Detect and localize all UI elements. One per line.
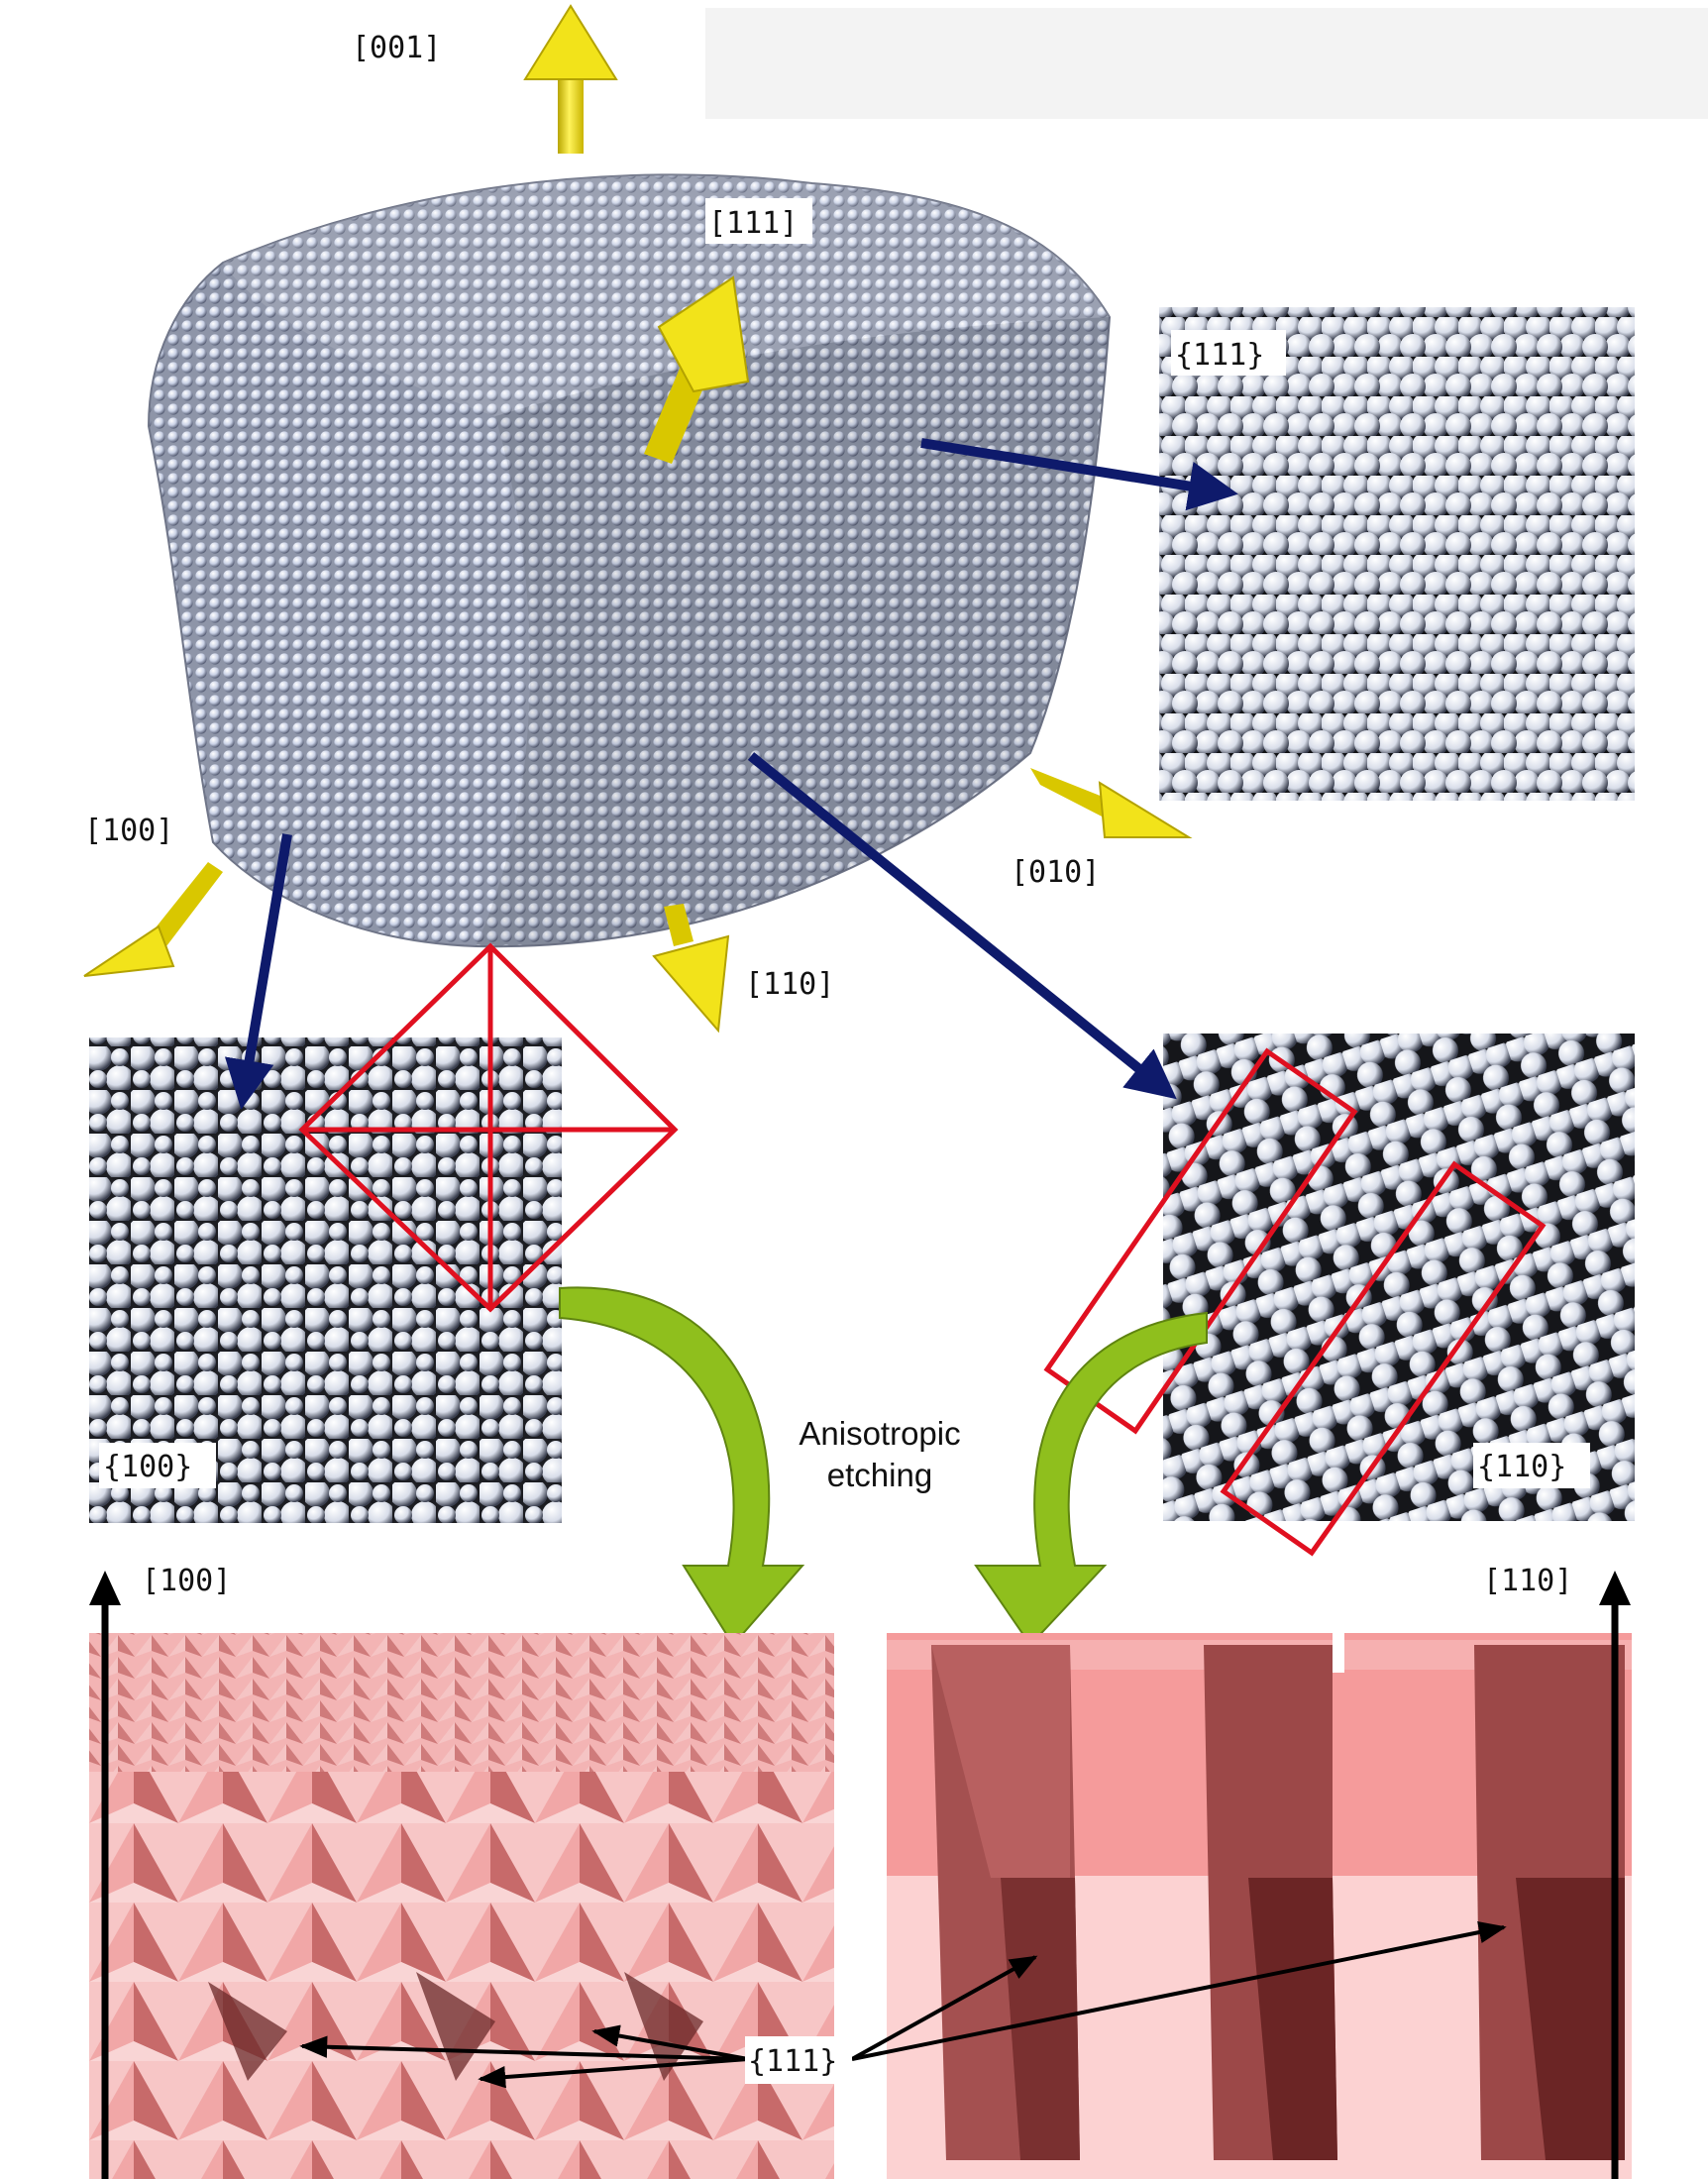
axis-010-arrow (1030, 768, 1193, 838)
direction-100-label: [100] (84, 814, 173, 848)
surface-111-label: {111} (1175, 338, 1264, 373)
etching-caption-line2: etching (827, 1457, 932, 1493)
direction-110-label: [110] (745, 967, 834, 1002)
pyramid-textured-surface (89, 1633, 834, 2179)
right-orientation-axis (1599, 1571, 1631, 2179)
axis-110-arrow (652, 904, 730, 1034)
direction-001-label: [001] (352, 31, 441, 65)
left-axis-label: [100] (142, 1564, 231, 1598)
right-axis-label: [110] (1483, 1564, 1572, 1598)
surface-110-panel: {110} (1163, 1034, 1635, 1521)
axis-001-arrow (523, 4, 618, 154)
mapping-arrows (224, 438, 1238, 1110)
facet-pointer-arrows (299, 1921, 1507, 2089)
surface-100-label: {100} (103, 1450, 192, 1484)
silicon-crystal-block (147, 173, 1112, 948)
trench-outlines (1043, 1047, 1547, 1557)
surface-111-panel: {111} (1159, 307, 1635, 801)
trench-etched-surface (887, 1633, 1632, 2179)
header-band (705, 8, 1708, 119)
surface-110-label: {110} (1477, 1450, 1566, 1484)
direction-111-label: [111] (708, 206, 798, 241)
etch-arrow-left (559, 1286, 805, 1647)
direction-010-label: [010] (1011, 855, 1100, 890)
axis-111-arrow (644, 275, 750, 464)
octahedron-outline (298, 942, 679, 1313)
surface-100-panel: {100} (89, 1037, 562, 1523)
axis-100-arrow (83, 862, 223, 977)
etching-caption-line1: Anisotropic (799, 1415, 960, 1452)
facet-111-label: {111} (748, 2044, 837, 2079)
left-orientation-axis (89, 1571, 121, 2179)
